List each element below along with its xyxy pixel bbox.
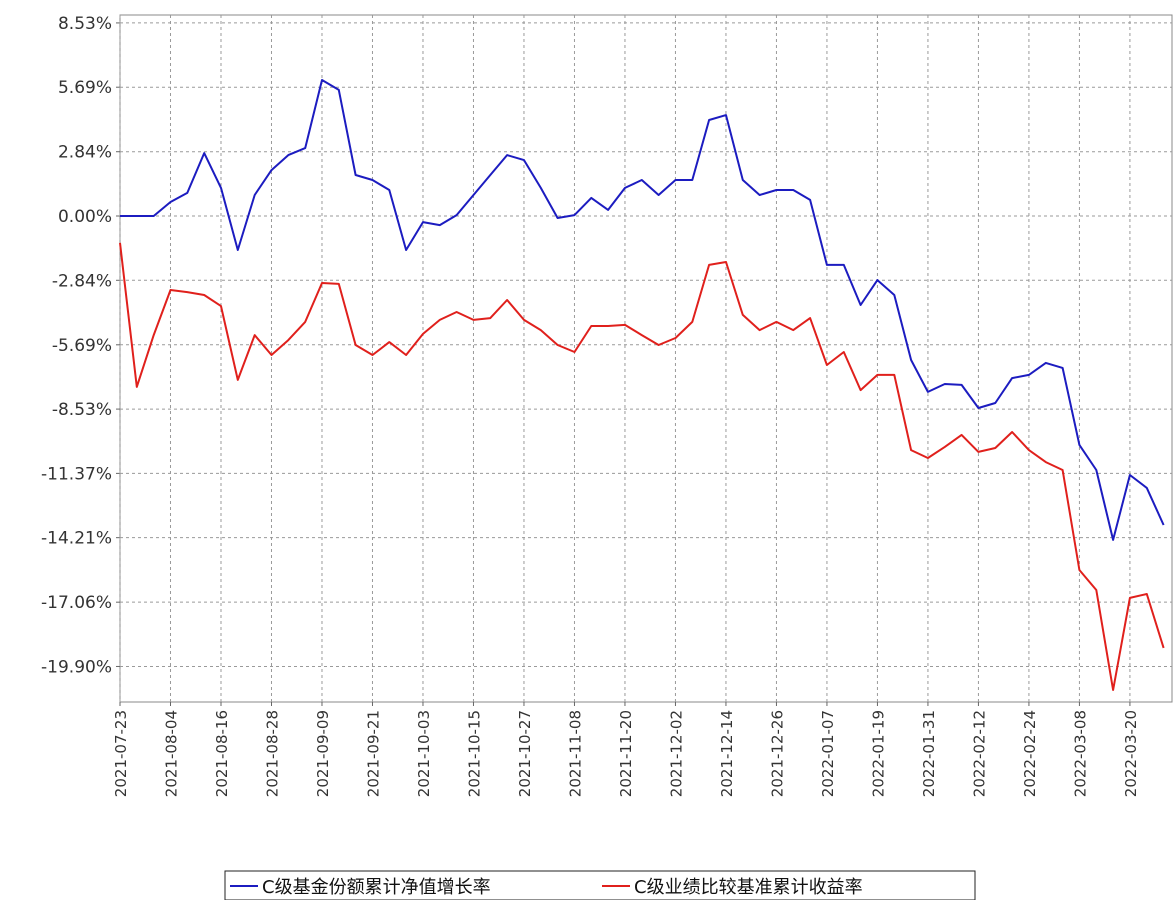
x-tick-label: 2022-01-07 bbox=[819, 710, 837, 797]
y-tick-label: 0.00% bbox=[58, 207, 112, 227]
x-tick-label: 2022-02-24 bbox=[1021, 710, 1039, 797]
plot-area bbox=[119, 14, 1173, 703]
y-tick-label: -14.21% bbox=[41, 529, 112, 549]
x-tick-label: 2022-03-20 bbox=[1122, 710, 1140, 797]
series-line bbox=[119, 242, 1165, 691]
x-tick-label: 2021-11-08 bbox=[566, 710, 584, 797]
y-tick-label: -8.53% bbox=[52, 400, 112, 420]
x-tick-label: 2021-11-20 bbox=[617, 710, 635, 797]
x-tick-label: 2021-10-03 bbox=[415, 710, 433, 797]
x-tick-label: 2021-09-21 bbox=[364, 710, 382, 797]
series-line bbox=[120, 79, 1165, 541]
y-tick-label: 5.69% bbox=[58, 78, 112, 98]
legend-box bbox=[224, 870, 976, 900]
x-tick-label: 2021-10-15 bbox=[465, 710, 483, 797]
x-tick-label: 2021-08-28 bbox=[263, 710, 281, 797]
x-tick-label: 2021-12-26 bbox=[768, 710, 786, 797]
x-tick-label: 2022-03-08 bbox=[1071, 710, 1089, 797]
y-tick-label: -17.06% bbox=[41, 593, 112, 613]
y-tick-label: 8.53% bbox=[58, 14, 112, 34]
x-tick-label: 2021-12-02 bbox=[667, 710, 685, 797]
x-tick-label: 2021-09-09 bbox=[314, 710, 332, 797]
x-tick-label: 2021-08-16 bbox=[213, 710, 231, 797]
legend-label: C级基金份额累计净值增长率 bbox=[262, 877, 491, 898]
x-tick-label: 2022-01-31 bbox=[920, 710, 938, 797]
x-tick-label: 2021-12-14 bbox=[718, 710, 736, 797]
y-tick-label: -2.84% bbox=[52, 271, 112, 291]
y-tick-label: -5.69% bbox=[52, 336, 112, 356]
y-tick-label: -11.37% bbox=[41, 464, 112, 484]
x-tick-label: 2021-08-04 bbox=[162, 710, 180, 797]
x-tick-label: 2021-07-23 bbox=[112, 710, 130, 797]
x-tick-label: 2022-01-19 bbox=[869, 710, 887, 797]
x-tick-label: 2021-10-27 bbox=[516, 710, 534, 797]
x-tick-label: 2022-02-12 bbox=[970, 710, 988, 797]
y-tick-label: 2.84% bbox=[58, 143, 112, 163]
y-tick-label: -19.90% bbox=[41, 657, 112, 677]
legend-label: C级业绩比较基准累计收益率 bbox=[634, 877, 863, 898]
